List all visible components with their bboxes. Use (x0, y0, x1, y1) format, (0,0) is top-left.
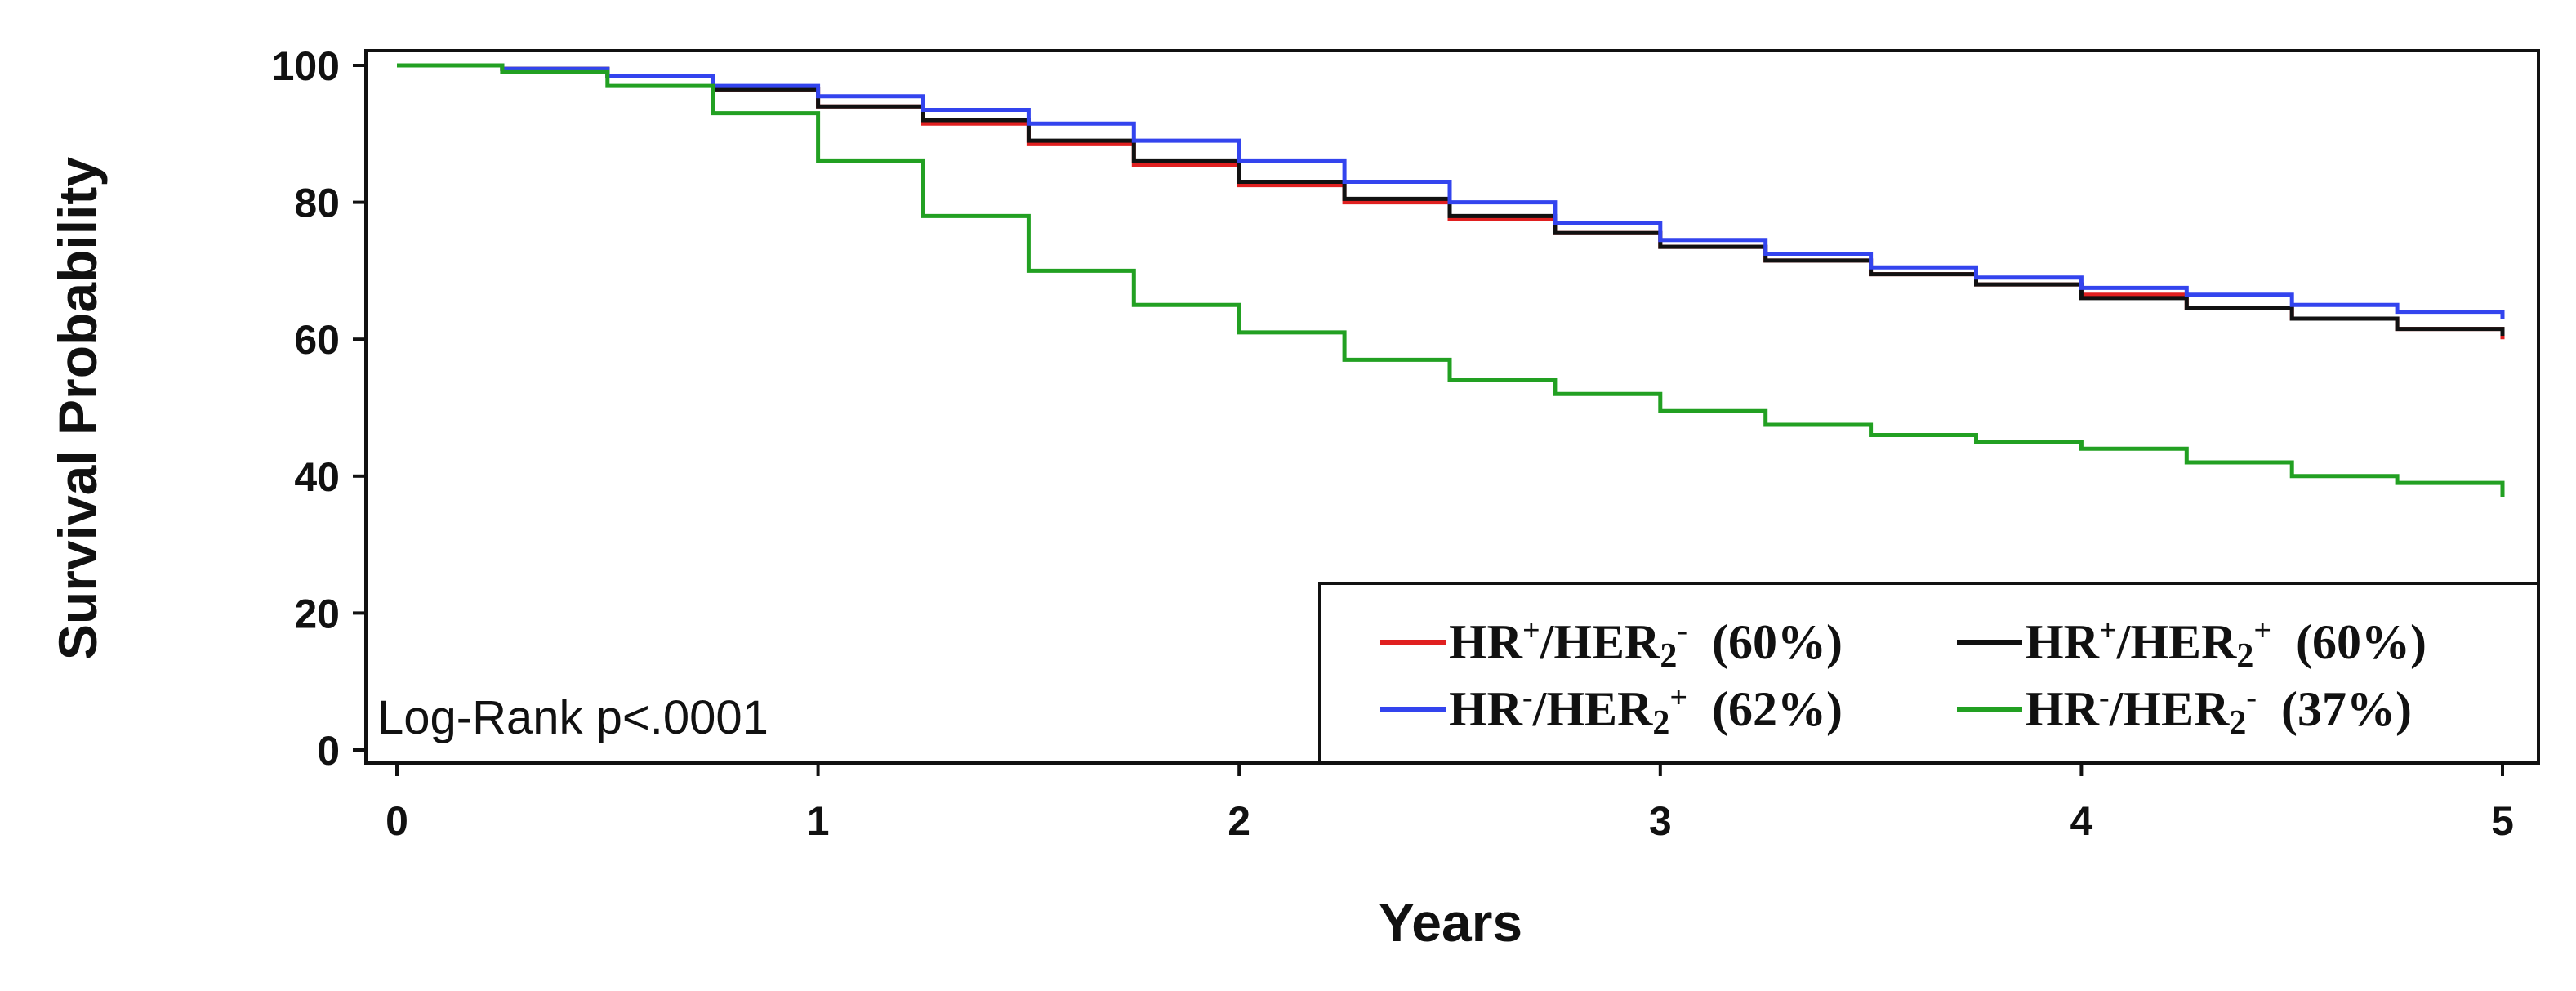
y-tick-label: 100 (272, 43, 340, 89)
legend-label-part: (62%) (1687, 682, 1843, 736)
axes: 0 1 2 3 4 5 0 20 40 60 80 100 (272, 43, 2514, 844)
y-tick-label: 60 (294, 317, 340, 363)
legend-label: HR-/HER2+ (62%) (1449, 681, 1843, 742)
legend-entries: HR+/HER2- (60%) HR+/HER2+ (60%)HR-/HER2+ … (1380, 614, 2427, 742)
x-tick-label: 1 (807, 798, 830, 844)
x-axis-title: Years (1379, 892, 1522, 953)
legend-label-part: + (2099, 614, 2117, 648)
legend-label-part: HR (1449, 682, 1523, 736)
x-tick-label: 2 (1228, 798, 1250, 844)
series-line-hr-her2- (397, 63, 2505, 319)
series-line-hr-her2- (397, 63, 2505, 337)
legend-label-part: + (1522, 614, 1540, 648)
legend-label-part: HR (2026, 615, 2100, 669)
y-tick-label: 40 (294, 454, 340, 500)
legend-label-part: 2 (1660, 637, 1677, 675)
legend-label-part: (37%) (2257, 682, 2412, 736)
annotation-logrank: Log-Rank p<.0001 (377, 691, 769, 744)
legend-label-part: 2 (1652, 704, 1669, 742)
x-tick-label: 3 (1649, 798, 1672, 844)
x-tick-label: 0 (386, 798, 408, 844)
legend-label-part: HR (2026, 682, 2100, 736)
legend-label-part: - (2099, 681, 2110, 715)
survival-curves (397, 63, 2505, 497)
legend-label-part: /HER (2116, 615, 2237, 669)
x-tick-label: 5 (2491, 798, 2514, 844)
legend-label-part: - (1522, 681, 1533, 715)
x-tick-label: 4 (2070, 798, 2092, 844)
legend-label: HR+/HER2- (60%) (1449, 614, 1843, 675)
legend-label-part: /HER (1532, 682, 1653, 736)
legend-label-part: - (1677, 614, 1687, 648)
y-tick-label: 20 (294, 591, 340, 636)
legend-label: HR-/HER2- (37%) (2026, 681, 2412, 742)
legend-label-part: 2 (2236, 637, 2253, 675)
y-tick-label: 0 (317, 728, 340, 774)
legend-label-part: - (2246, 681, 2257, 715)
legend-box (1318, 582, 2540, 765)
legend-label-part: /HER (1540, 615, 1660, 669)
legend-label-part: (60%) (2271, 615, 2427, 669)
legend-label-part: (60%) (1687, 615, 1843, 669)
legend-label-part: HR (1449, 615, 1523, 669)
legend-label: HR+/HER2+ (60%) (2026, 614, 2427, 675)
legend-label-part: + (1669, 681, 1687, 715)
legend-label-part: 2 (2229, 704, 2246, 742)
y-axis-title: Survival Probability (47, 157, 108, 660)
series-line-hr-her2- (397, 63, 2505, 497)
legend-label-part: + (2253, 614, 2271, 648)
legend: HR+/HER2- (60%) HR+/HER2+ (60%)HR-/HER2+ … (1318, 582, 2540, 765)
y-tick-label: 80 (294, 181, 340, 226)
legend-label-part: /HER (2109, 682, 2230, 736)
